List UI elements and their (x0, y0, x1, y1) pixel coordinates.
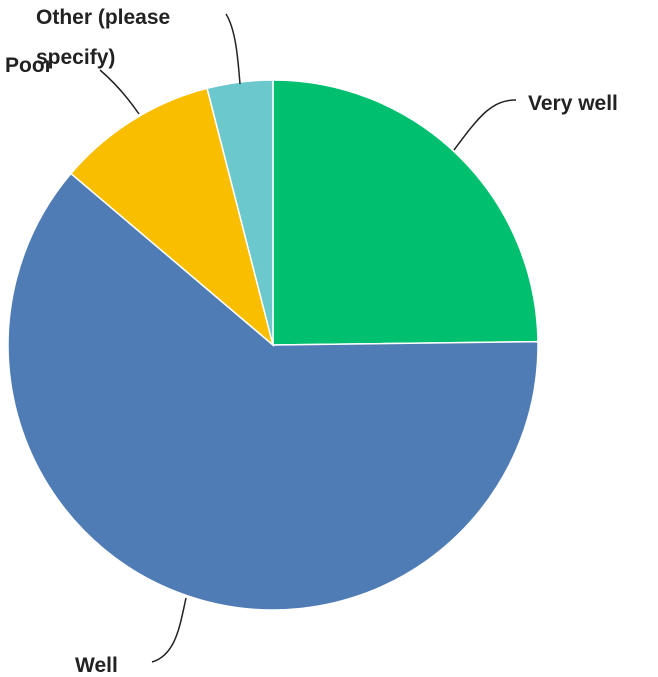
pie-slice-poor (69, 87, 275, 348)
leader-line-very-well (453, 99, 517, 151)
label-other: Other (please specify) (36, 6, 176, 69)
leader-lines (99, 13, 517, 663)
leader-line-other (225, 13, 241, 85)
label-other-line-2: specify) (36, 46, 115, 69)
slice-labels: Very well Well Poor Other (please specif… (5, 6, 618, 677)
label-very-well: Very well (528, 92, 618, 115)
label-poor: Poor (5, 54, 53, 77)
label-well: Well (75, 654, 118, 677)
leader-line-poor (99, 69, 140, 115)
pie-slice-very-well (272, 79, 539, 346)
pie-slices (7, 79, 539, 611)
leader-line-well (151, 597, 187, 663)
pie-slice-well (7, 172, 539, 611)
label-other-line-1: Other (please (36, 6, 170, 29)
